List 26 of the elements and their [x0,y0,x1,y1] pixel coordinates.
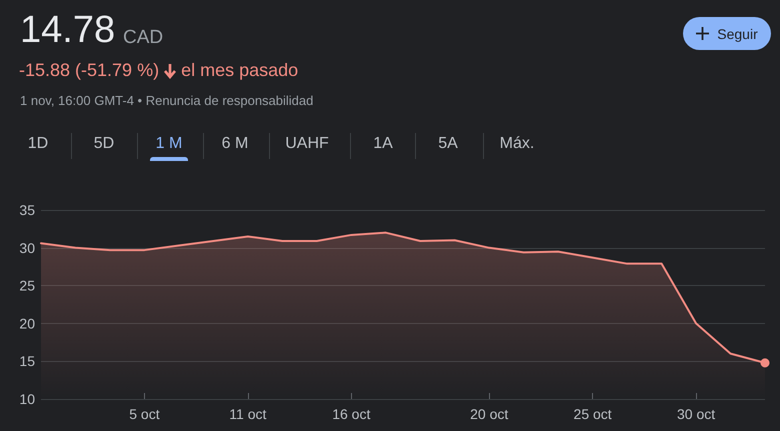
text: 1A [373,135,393,153]
text: 5A [438,135,458,153]
y-tick-label: 35 [19,202,36,218]
x-tick-label: 5 oct [129,406,160,422]
text: 6 M [222,135,248,153]
text: 1 M [156,135,182,153]
y-tick-label: 30 [19,240,36,256]
x-tick-label: 30 oct [676,406,716,422]
text: UAHF [285,135,329,153]
text: el mes pasado [181,60,298,81]
y-tick-label: 15 [19,353,36,370]
x-tick-label: 25 oct [574,406,612,422]
y-tick-label: 10 [19,391,36,407]
text: -15.88 (-51.79 %) [19,60,160,81]
text: 1D [28,135,48,153]
text: 5D [94,135,114,153]
text: Seguir [717,26,758,42]
x-tick-label: 11 oct [229,406,267,422]
x-tick-label: 16 oct [332,406,370,422]
y-tick-label: 25 [19,278,36,294]
text: CAD [123,27,164,49]
text: Máx. [500,135,534,153]
x-tick-label: 20 oct [470,406,508,422]
text: 1 nov, 16:00 GMT-4 • Renuncia de responsabilidad [20,93,314,108]
chart-title: 14.78 [20,9,116,52]
y-tick-label: 20 [19,315,36,332]
